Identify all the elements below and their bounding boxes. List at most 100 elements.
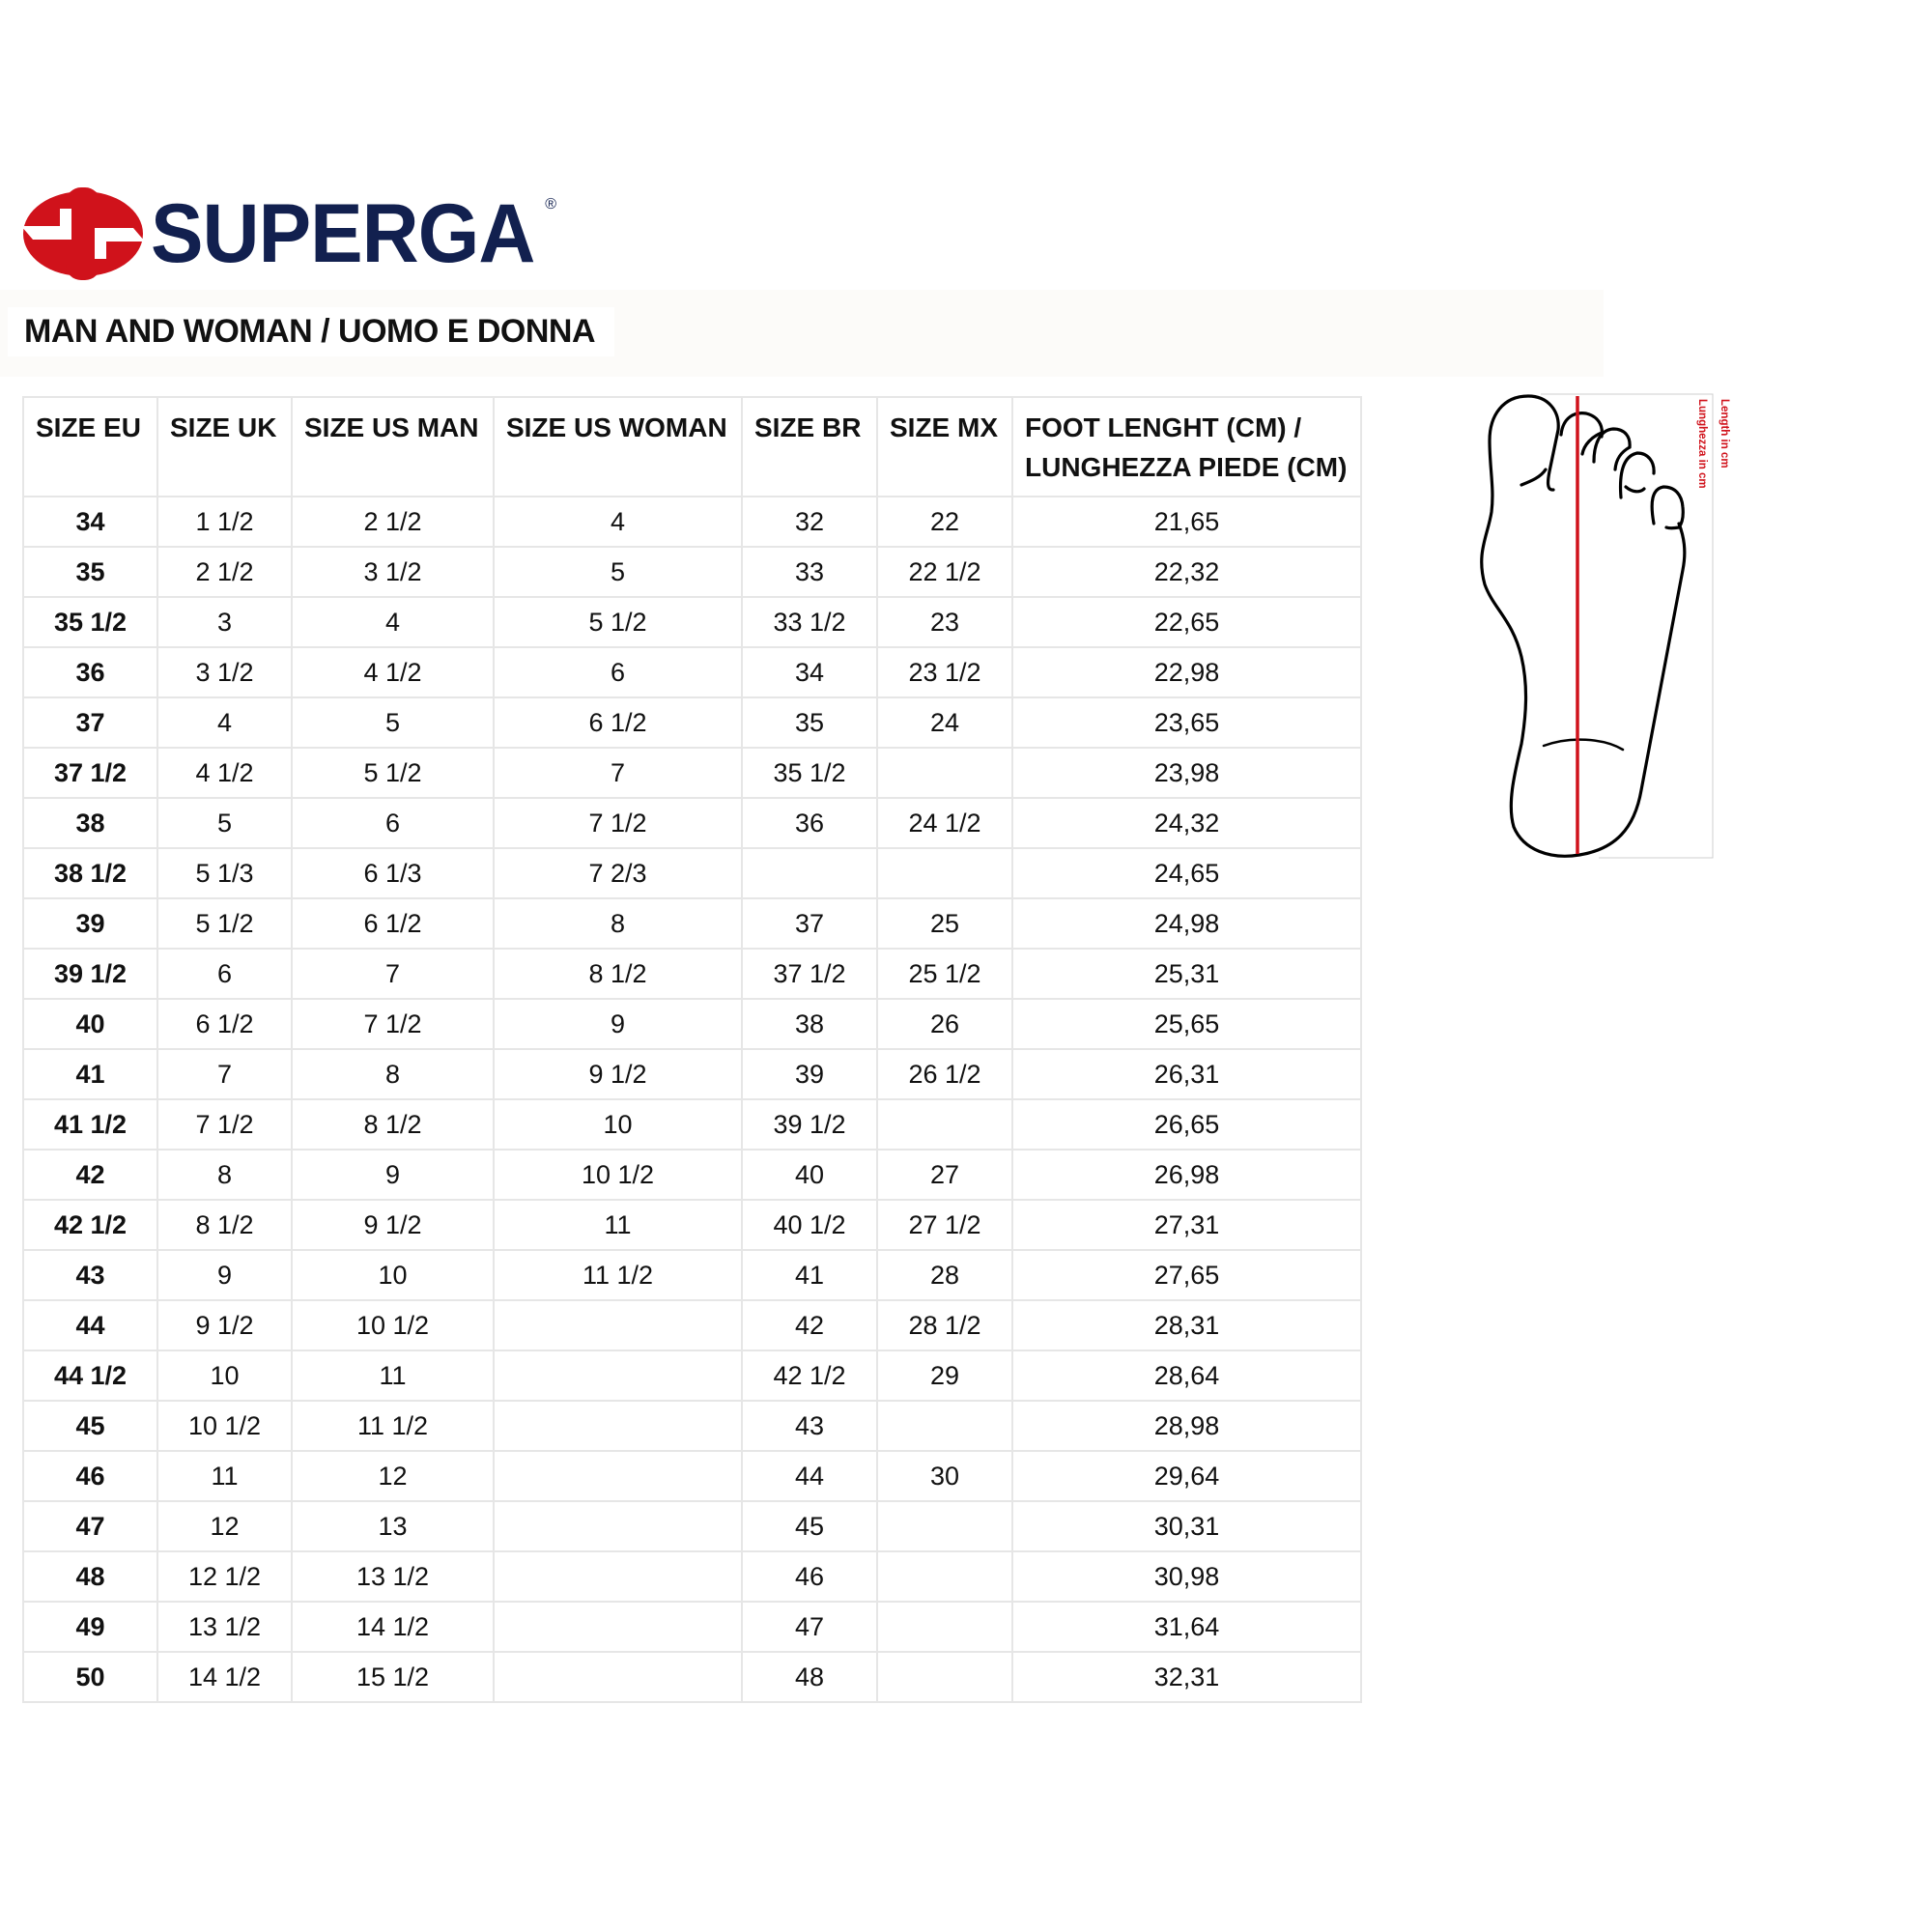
table-cell: 10 1/2	[156, 1400, 293, 1452]
table-cell: 3 1/2	[291, 546, 495, 598]
table-cell: 5 1/2	[493, 596, 743, 648]
length-label-en: Length in cm	[1719, 399, 1730, 469]
table-row: 47 12 13 45 30,31	[22, 1500, 1362, 1552]
column-header: SIZE EU	[22, 396, 158, 497]
table-cell: 46	[741, 1550, 878, 1603]
table-cell: 8	[493, 897, 743, 950]
table-row: 50 14 1/2 15 1/2 48 32,31	[22, 1651, 1362, 1703]
table-cell: 32,31	[1011, 1651, 1362, 1703]
table-cell	[876, 747, 1013, 799]
column-header: SIZE MX	[876, 396, 1013, 497]
table-cell: 9	[291, 1149, 495, 1201]
table-cell: 27,65	[1011, 1249, 1362, 1301]
table-cell: 8 1/2	[291, 1098, 495, 1151]
table-cell: 36	[22, 646, 158, 698]
table-cell: 40 1/2	[741, 1199, 878, 1251]
table-cell	[876, 1500, 1013, 1552]
table-cell: 7 1/2	[156, 1098, 293, 1151]
table-cell: 24	[876, 696, 1013, 749]
table-cell: 22,98	[1011, 646, 1362, 698]
table-cell	[493, 1450, 743, 1502]
table-cell: 42	[741, 1299, 878, 1351]
table-cell: 21,65	[1011, 496, 1362, 548]
table-cell: 26 1/2	[876, 1048, 1013, 1100]
table-cell	[493, 1601, 743, 1653]
table-cell: 44	[22, 1299, 158, 1351]
table-cell: 32	[741, 496, 878, 548]
table-cell: 9	[156, 1249, 293, 1301]
table-cell: 11 1/2	[291, 1400, 495, 1452]
table-cell: 23,65	[1011, 696, 1362, 749]
table-cell: 38	[741, 998, 878, 1050]
table-cell: 15 1/2	[291, 1651, 495, 1703]
table-cell: 25,65	[1011, 998, 1362, 1050]
table-cell: 44	[741, 1450, 878, 1502]
table-cell: 43	[22, 1249, 158, 1301]
table-cell: 38 1/2	[22, 847, 158, 899]
table-cell: 33	[741, 546, 878, 598]
table-cell: 37 1/2	[22, 747, 158, 799]
table-cell: 9 1/2	[156, 1299, 293, 1351]
table-cell: 49	[22, 1601, 158, 1653]
table-cell: 6	[493, 646, 743, 698]
table-cell	[876, 1400, 1013, 1452]
table-cell: 5 1/2	[291, 747, 495, 799]
table-cell	[493, 1651, 743, 1703]
table-cell	[741, 847, 878, 899]
table-cell: 4 1/2	[291, 646, 495, 698]
table-header-row: SIZE EU SIZE UK SIZE US MAN SIZE US WOMAN SI…	[22, 396, 1362, 497]
table-row: 49 13 1/2 14 1/2 47 31,64	[22, 1601, 1362, 1653]
table-cell: 7 1/2	[493, 797, 743, 849]
table-cell: 37 1/2	[741, 948, 878, 1000]
foot-length-diagram: Length in cm Lunghezza in cm	[1480, 393, 1730, 859]
column-header: SIZE US MAN	[291, 396, 495, 497]
table-cell: 11	[291, 1350, 495, 1402]
table-cell	[493, 1299, 743, 1351]
table-cell: 34	[22, 496, 158, 548]
table-cell: 4	[291, 596, 495, 648]
table-cell: 23,98	[1011, 747, 1362, 799]
table-cell: 6 1/2	[493, 696, 743, 749]
column-header: SIZE BR	[741, 396, 878, 497]
table-cell: 6	[291, 797, 495, 849]
table-cell: 7	[291, 948, 495, 1000]
table-cell: 4	[493, 496, 743, 548]
table-row: 37 1/2 4 1/2 5 1/2 7 35 1/2 23,98	[22, 747, 1362, 799]
table-cell: 5 1/3	[156, 847, 293, 899]
table-cell: 28,64	[1011, 1350, 1362, 1402]
table-cell: 41	[741, 1249, 878, 1301]
table-cell: 28	[876, 1249, 1013, 1301]
table-row: 44 9 1/2 10 1/2 42 28 1/2 28,31	[22, 1299, 1362, 1351]
table-cell: 30	[876, 1450, 1013, 1502]
table-cell: 48	[741, 1651, 878, 1703]
table-cell: 9 1/2	[291, 1199, 495, 1251]
table-cell: 2 1/2	[291, 496, 495, 548]
table-row: 43 9 10 11 1/2 41 28 27,65	[22, 1249, 1362, 1301]
column-header: SIZE UK	[156, 396, 293, 497]
table-cell: 39 1/2	[741, 1098, 878, 1151]
table-row: 42 1/2 8 1/2 9 1/2 11 40 1/2 27 1/2 27,31	[22, 1199, 1362, 1251]
table-cell: 10	[156, 1350, 293, 1402]
table-cell: 5 1/2	[156, 897, 293, 950]
table-cell: 43	[741, 1400, 878, 1452]
table-row: 39 1/2 6 7 8 1/2 37 1/2 25 1/2 25,31	[22, 948, 1362, 1000]
table-cell: 2 1/2	[156, 546, 293, 598]
table-row: 48 12 1/2 13 1/2 46 30,98	[22, 1550, 1362, 1603]
table-cell: 39 1/2	[22, 948, 158, 1000]
table-row: 42 8 9 10 1/2 40 27 26,98	[22, 1149, 1362, 1201]
table-cell: 8	[156, 1149, 293, 1201]
table-cell: 42	[22, 1149, 158, 1201]
table-cell: 5	[156, 797, 293, 849]
table-cell: 8	[291, 1048, 495, 1100]
table-cell: 10 1/2	[493, 1149, 743, 1201]
table-cell: 44 1/2	[22, 1350, 158, 1402]
table-cell: 35	[22, 546, 158, 598]
table-cell: 24,98	[1011, 897, 1362, 950]
table-cell: 47	[22, 1500, 158, 1552]
brand-name: SUPERGA	[151, 187, 535, 280]
table-cell: 35 1/2	[22, 596, 158, 648]
table-cell: 27,31	[1011, 1199, 1362, 1251]
table-cell: 26,65	[1011, 1098, 1362, 1151]
table-cell: 7	[493, 747, 743, 799]
table-cell: 28 1/2	[876, 1299, 1013, 1351]
